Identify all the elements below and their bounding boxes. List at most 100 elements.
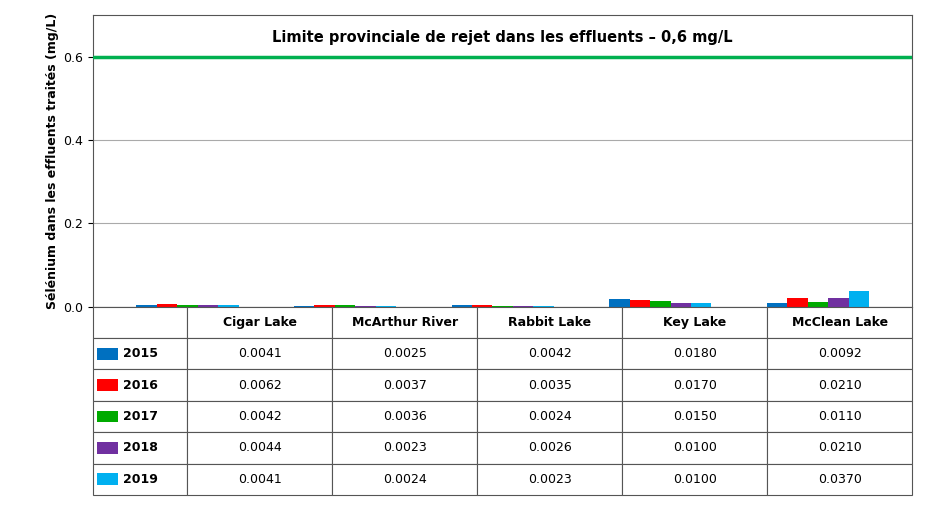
- Text: 2017: 2017: [123, 410, 158, 423]
- Bar: [332, 338, 478, 370]
- Text: 0.0024: 0.0024: [383, 473, 426, 486]
- Bar: [356, 306, 376, 307]
- Bar: [609, 299, 629, 307]
- Bar: [93, 307, 187, 338]
- Bar: [670, 302, 691, 307]
- Text: 0.0025: 0.0025: [383, 347, 426, 360]
- Bar: [767, 338, 912, 370]
- Bar: [97, 473, 117, 485]
- Bar: [157, 304, 178, 307]
- Text: 0.0024: 0.0024: [528, 410, 572, 423]
- Bar: [315, 305, 335, 307]
- Text: 0.0180: 0.0180: [673, 347, 717, 360]
- Text: 0.0062: 0.0062: [238, 379, 282, 392]
- Text: 0.0041: 0.0041: [238, 347, 282, 360]
- Bar: [622, 464, 767, 495]
- Bar: [187, 432, 332, 464]
- Bar: [187, 464, 332, 495]
- Bar: [472, 306, 492, 307]
- Text: Limite provinciale de rejet dans les effluents – 0,6 mg/L: Limite provinciale de rejet dans les eff…: [273, 30, 733, 45]
- Text: 0.0110: 0.0110: [818, 410, 862, 423]
- Bar: [97, 442, 117, 454]
- Bar: [766, 303, 787, 307]
- Bar: [187, 307, 332, 338]
- Bar: [629, 299, 650, 307]
- Bar: [622, 370, 767, 401]
- Bar: [622, 307, 767, 338]
- Bar: [492, 306, 513, 307]
- Text: 0.0044: 0.0044: [238, 441, 282, 454]
- Bar: [198, 305, 219, 307]
- Bar: [332, 307, 478, 338]
- Bar: [478, 338, 622, 370]
- Text: 0.0026: 0.0026: [528, 441, 572, 454]
- Bar: [478, 401, 622, 432]
- Bar: [137, 305, 157, 307]
- Bar: [767, 464, 912, 495]
- Bar: [335, 305, 356, 307]
- Text: 0.0210: 0.0210: [818, 379, 862, 392]
- Text: 0.0036: 0.0036: [383, 410, 426, 423]
- Bar: [828, 298, 848, 307]
- Bar: [478, 307, 622, 338]
- Bar: [767, 307, 912, 338]
- Bar: [187, 370, 332, 401]
- Text: 2018: 2018: [123, 441, 158, 454]
- Bar: [767, 401, 912, 432]
- Text: 0.0370: 0.0370: [818, 473, 862, 486]
- Bar: [478, 464, 622, 495]
- Bar: [332, 464, 478, 495]
- Bar: [93, 338, 187, 370]
- Text: 0.0041: 0.0041: [238, 473, 282, 486]
- Bar: [848, 291, 869, 307]
- Bar: [93, 370, 187, 401]
- Text: 0.0150: 0.0150: [673, 410, 717, 423]
- Y-axis label: Sélénium dans les effluents traités (mg/L): Sélénium dans les effluents traités (mg/…: [47, 13, 60, 309]
- Bar: [478, 432, 622, 464]
- Text: Rabbit Lake: Rabbit Lake: [508, 316, 591, 329]
- Bar: [452, 305, 472, 307]
- Bar: [294, 306, 315, 307]
- Text: 0.0210: 0.0210: [818, 441, 862, 454]
- Bar: [332, 401, 478, 432]
- Text: 2019: 2019: [123, 473, 158, 486]
- Bar: [376, 306, 397, 307]
- Bar: [622, 401, 767, 432]
- Text: McClean Lake: McClean Lake: [791, 316, 888, 329]
- Bar: [767, 432, 912, 464]
- Text: Cigar Lake: Cigar Lake: [223, 316, 297, 329]
- Bar: [622, 432, 767, 464]
- Bar: [787, 298, 807, 307]
- Text: 0.0170: 0.0170: [673, 379, 717, 392]
- Bar: [187, 401, 332, 432]
- Text: 0.0100: 0.0100: [673, 441, 717, 454]
- Bar: [478, 370, 622, 401]
- Bar: [97, 411, 117, 423]
- Bar: [97, 379, 117, 391]
- Bar: [513, 306, 533, 307]
- Bar: [332, 370, 478, 401]
- Text: 0.0023: 0.0023: [383, 441, 426, 454]
- Text: 2015: 2015: [123, 347, 158, 360]
- Text: 0.0037: 0.0037: [383, 379, 426, 392]
- Text: 0.0042: 0.0042: [528, 347, 572, 360]
- Bar: [691, 302, 711, 307]
- Bar: [219, 305, 239, 307]
- Bar: [97, 348, 117, 360]
- Bar: [767, 370, 912, 401]
- Text: 2016: 2016: [123, 379, 158, 392]
- Bar: [622, 338, 767, 370]
- Text: 0.0035: 0.0035: [528, 379, 572, 392]
- Text: 0.0092: 0.0092: [818, 347, 862, 360]
- Bar: [93, 464, 187, 495]
- Text: Key Lake: Key Lake: [663, 316, 726, 329]
- Bar: [650, 300, 670, 307]
- Text: 0.0100: 0.0100: [673, 473, 717, 486]
- Text: McArthur River: McArthur River: [352, 316, 458, 329]
- Bar: [187, 338, 332, 370]
- Text: 0.0023: 0.0023: [528, 473, 572, 486]
- Bar: [332, 432, 478, 464]
- Bar: [93, 401, 187, 432]
- Bar: [807, 302, 828, 307]
- Bar: [93, 432, 187, 464]
